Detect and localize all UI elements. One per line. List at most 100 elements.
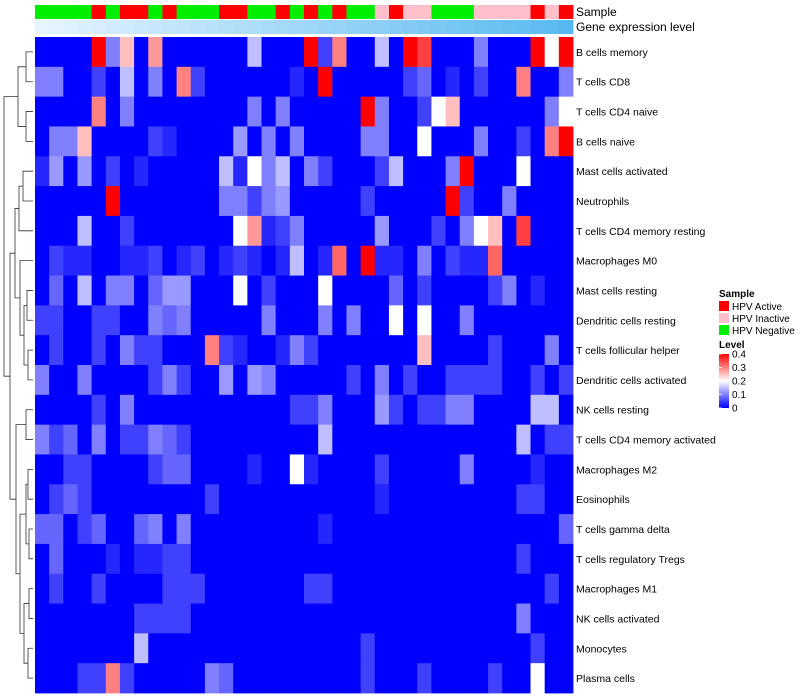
- heatmap-cell: [275, 245, 291, 276]
- heatmap-cell: [162, 424, 177, 455]
- expression-annotation-cell: [445, 20, 461, 34]
- heatmap-cell: [105, 126, 121, 157]
- heatmap-cell: [261, 394, 277, 426]
- heatmap-cell: [134, 394, 149, 426]
- heatmap-cell: [176, 663, 192, 694]
- sample-annotation-cell: [318, 5, 333, 19]
- heatmap-cell: [488, 663, 503, 694]
- heatmap-cell: [544, 215, 560, 247]
- heatmap-cell: [35, 633, 50, 664]
- heatmap-cell: [530, 365, 546, 396]
- heatmap-cell: [91, 96, 107, 127]
- expression-annotation-cell: [289, 20, 305, 34]
- heatmap-cell: [318, 573, 333, 604]
- row-label: T cells regulatory Tregs: [576, 554, 685, 566]
- heatmap-cell: [233, 305, 248, 336]
- heatmap-cell: [233, 514, 248, 545]
- heatmap-cell: [488, 603, 503, 634]
- heatmap-cell: [445, 394, 461, 426]
- heatmap-cell: [105, 543, 121, 575]
- dendrogram-branch: [25, 111, 33, 142]
- heatmap-cell: [417, 484, 432, 515]
- annotation-label-sample: Sample: [576, 5, 617, 19]
- heatmap-cell: [445, 275, 461, 306]
- heatmap-cell: [332, 66, 347, 98]
- dendrogram-branch: [28, 528, 33, 560]
- heatmap-cell: [558, 424, 574, 455]
- heatmap-cell: [346, 305, 362, 336]
- sample-annotation-cell: [488, 5, 503, 19]
- heatmap-cell: [516, 96, 531, 127]
- heatmap-cell: [63, 573, 78, 604]
- heatmap-cell: [204, 37, 220, 68]
- heatmap-cell: [530, 245, 546, 276]
- heatmap-cell: [544, 573, 560, 604]
- heatmap-cell: [63, 394, 78, 426]
- heatmap-cell: [544, 156, 560, 187]
- heatmap-cell: [162, 365, 177, 396]
- heatmap-cell: [219, 37, 234, 68]
- heatmap-cell: [473, 156, 489, 187]
- heatmap-cell: [119, 603, 135, 634]
- heatmap-cell: [289, 156, 305, 187]
- heatmap-cell: [63, 215, 78, 247]
- heatmap-cell: [431, 543, 446, 575]
- heatmap-cell: [261, 37, 277, 68]
- heatmap-cell: [530, 573, 546, 604]
- heatmap-cell: [374, 543, 390, 575]
- heatmap-cell: [388, 275, 404, 306]
- heatmap-cell: [63, 245, 78, 276]
- legend-level-tick-label: 0: [732, 404, 738, 415]
- heatmap-cell: [304, 543, 319, 575]
- heatmap-cell: [459, 37, 475, 68]
- heatmap-cell: [558, 514, 574, 545]
- expression-annotation-cell: [304, 20, 319, 34]
- expression-annotation-cell: [346, 20, 362, 34]
- dendrogram-branch: [26, 290, 33, 321]
- heatmap-cell: [488, 156, 503, 187]
- heatmap-cell: [388, 335, 404, 366]
- heatmap-cell: [346, 215, 362, 247]
- heatmap-cell: [176, 484, 192, 515]
- heatmap-cell: [431, 215, 446, 247]
- heatmap-cell: [530, 394, 546, 426]
- heatmap-cell: [105, 66, 121, 98]
- heatmap-cell: [558, 663, 574, 694]
- heatmap-cell: [105, 663, 121, 694]
- heatmap-cell: [332, 543, 347, 575]
- heatmap-cell: [275, 573, 291, 604]
- heatmap-cell: [289, 543, 305, 575]
- heatmap-cell: [332, 245, 347, 276]
- heatmap-cell: [318, 126, 333, 157]
- heatmap-cell: [488, 245, 503, 276]
- heatmap-cell: [445, 663, 461, 694]
- heatmap-cell: [176, 37, 192, 68]
- heatmap-cell: [516, 573, 531, 604]
- heatmap-cell: [558, 186, 574, 217]
- heatmap-cell: [190, 245, 206, 276]
- heatmap-cell: [148, 335, 163, 366]
- heatmap-cell: [388, 394, 404, 426]
- heatmap-cell: [558, 96, 574, 127]
- legend-level-colorbar: [719, 354, 729, 408]
- heatmap-cell: [219, 245, 234, 276]
- expression-annotation-cell: [219, 20, 234, 34]
- heatmap-cell: [134, 484, 149, 515]
- heatmap-cell: [360, 335, 376, 366]
- heatmap-cell: [360, 186, 376, 217]
- expression-annotation-cell: [176, 20, 192, 34]
- heatmap-cell: [318, 186, 333, 217]
- heatmap-cell: [162, 394, 177, 426]
- heatmap-cell: [261, 245, 277, 276]
- heatmap-cell: [417, 186, 432, 217]
- heatmap-cell: [190, 663, 206, 694]
- legend-entry-label: HPV Inactive: [732, 314, 790, 325]
- heatmap-cell: [374, 66, 390, 98]
- heatmap-cell: [431, 156, 446, 187]
- heatmap-cell: [459, 126, 475, 157]
- heatmap-cell: [77, 37, 93, 68]
- heatmap-cell: [63, 365, 78, 396]
- heatmap-cell: [304, 424, 319, 455]
- heatmap-cell: [261, 365, 277, 396]
- heatmap-cell: [445, 215, 461, 247]
